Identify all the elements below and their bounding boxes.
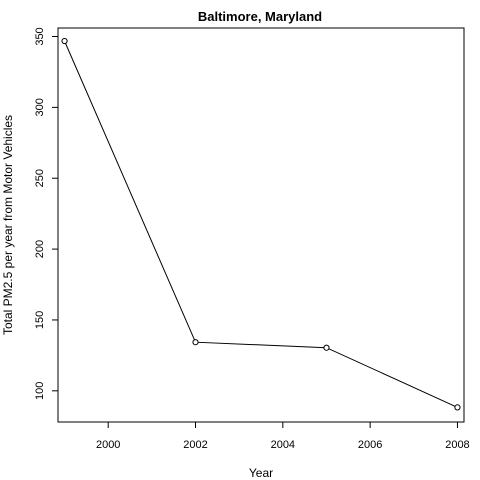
x-axis-title: Year <box>249 466 273 480</box>
data-point-2008 <box>454 404 461 411</box>
data-points <box>61 37 461 411</box>
y-axis-title: Total PM2.5 per year from Motor Vehicles <box>1 115 15 335</box>
data-point-2002 <box>192 339 199 346</box>
x-tick-label-2006: 2006 <box>358 439 382 451</box>
y-tick-label-250: 250 <box>34 169 46 187</box>
y-axis: 100 150 200 250 300 350 <box>34 27 58 400</box>
series-line <box>64 40 458 408</box>
y-tick-label-150: 150 <box>34 311 46 329</box>
y-tick-label-350: 350 <box>34 27 46 45</box>
x-axis: 2000 2002 2004 2006 2008 <box>96 422 470 451</box>
y-tick-label-200: 200 <box>34 240 46 258</box>
x-tick-label-2002: 2002 <box>183 439 207 451</box>
data-point-1999 <box>61 37 68 45</box>
chart-title: Baltimore, Maryland <box>198 9 322 24</box>
x-tick-label-2004: 2004 <box>271 439 295 451</box>
x-tick-label-2000: 2000 <box>96 439 120 451</box>
y-tick-label-100: 100 <box>34 382 46 400</box>
data-point-2005 <box>323 344 330 351</box>
plot-area-frame <box>57 27 465 423</box>
y-tick-label-300: 300 <box>34 98 46 116</box>
x-tick-label-2008: 2008 <box>445 439 469 451</box>
